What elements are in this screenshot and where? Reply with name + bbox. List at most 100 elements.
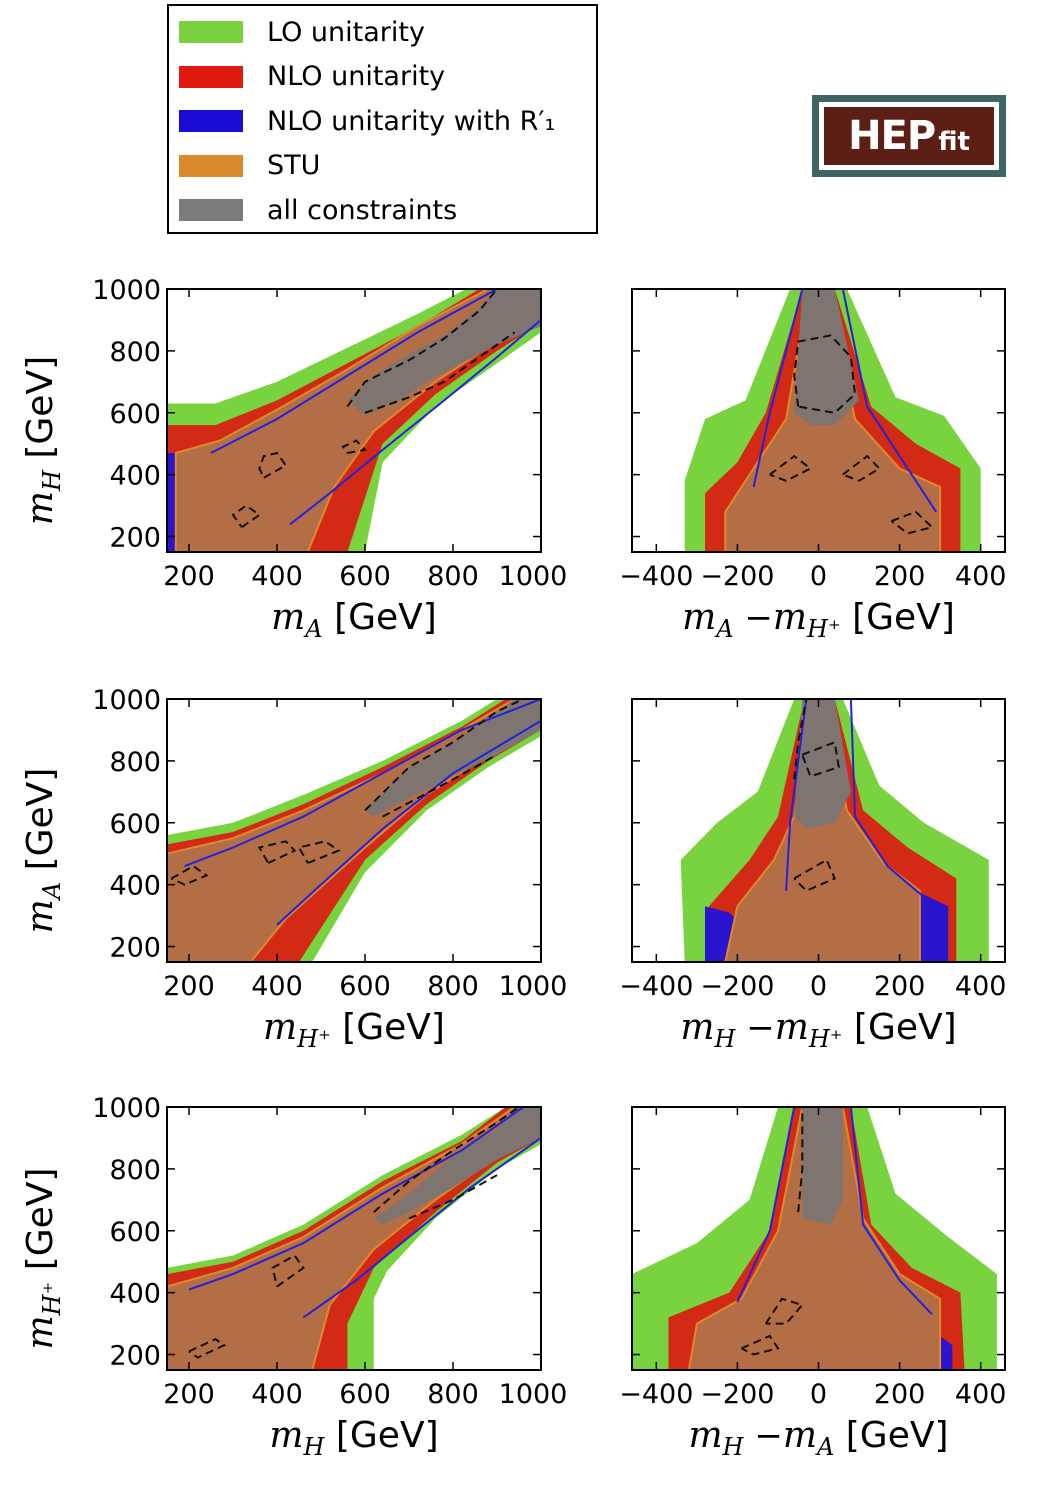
panel-p21: 200 400 600 800 1000 200 400 600 800 1000 mH⁺ [GeV… (20, 685, 567, 1053)
all-constraints-contour (890, 510, 935, 535)
all-constraints-contour (764, 1297, 805, 1325)
y-axis-label: mH⁺ [GeV] (20, 1168, 66, 1350)
all-constraints-contour (373, 1107, 520, 1213)
x-tick-label: 0 (810, 971, 827, 1002)
all-constraints-region (365, 699, 541, 817)
nlo-r-boundary-line (184, 699, 541, 868)
y-tick-label: 600 (109, 809, 161, 840)
all-constraints-region (794, 289, 859, 426)
x-tick-label: 200 (163, 971, 215, 1002)
nlo-r-boundary-line (849, 699, 925, 898)
all-constraints-contour (271, 1254, 305, 1288)
x-axis-label: mA −mH⁺ [GeV] (682, 597, 955, 643)
all-constraints-contour (793, 699, 808, 780)
all-constraints-contour (801, 740, 840, 778)
all-constraints-region (802, 1107, 843, 1225)
x-tick-label: 200 (874, 971, 926, 1002)
hepfit-logo-frame: HEP fit (819, 102, 999, 170)
y-tick-label: 200 (109, 523, 161, 554)
legend-swatch (179, 21, 243, 43)
nlo-r-boundary-line (276, 719, 541, 926)
x-tick-label: 600 (339, 561, 391, 592)
x-tick-label: 200 (163, 561, 215, 592)
y-tick-label: 800 (109, 747, 161, 778)
nlo-r-boundary-line (841, 289, 937, 513)
legend-entry: STU (179, 146, 320, 186)
plot-frame (166, 288, 542, 553)
nlo-r-boundary-line (785, 699, 808, 891)
legend-swatch (179, 154, 243, 177)
x-axis-label: mH −mA [GeV] (688, 1415, 948, 1461)
x-axis-label: mH⁺ [GeV] (263, 1007, 445, 1053)
x-axis-label: mA [GeV] (271, 597, 437, 643)
stu-region (687, 1107, 942, 1370)
all-constraints-contour (741, 1334, 780, 1356)
panel-p31: 200 400 600 800 1000 200 400 600 800 1000 mH [GeV]… (20, 1093, 567, 1461)
hepfit-logo-main: HEP (848, 113, 936, 159)
x-tick-label: 800 (427, 1379, 479, 1410)
all-constraints-contour (793, 334, 857, 414)
x-tick-label: 400 (955, 561, 1007, 592)
y-tick-label: 1000 (92, 275, 161, 306)
all-constraints-contour (258, 451, 288, 479)
x-tick-label: 400 (955, 971, 1007, 1002)
plot-frame (166, 698, 542, 963)
legend-swatch (179, 199, 243, 221)
nlo-r-boundary-line (736, 1107, 796, 1303)
nlo-r-boundary-line (289, 319, 541, 525)
all-constraints-contour (769, 454, 813, 482)
all-constraints-contour (188, 1337, 227, 1359)
x-tick-label: −200 (700, 1379, 774, 1410)
all-constraints-contour (346, 289, 498, 408)
legend-label: all constraints (267, 194, 458, 226)
all-constraints-contour (257, 840, 297, 864)
x-tick-label: −200 (700, 971, 774, 1002)
x-tick-label: −200 (700, 561, 774, 592)
y-tick-label: 600 (109, 1217, 161, 1248)
x-tick-label: 200 (163, 1379, 215, 1410)
hepfit-logo-sub: fit (938, 127, 970, 157)
x-tick-label: 400 (251, 561, 303, 592)
panel-p11: 200 400 600 800 1000 200 400 600 800 1000 mA [GeV]… (20, 275, 567, 643)
x-tick-label: 400 (251, 1379, 303, 1410)
y-axis-label: mH [GeV] (20, 356, 66, 525)
y-tick-label: 200 (109, 933, 161, 964)
legend-entry: all constraints (179, 190, 457, 230)
all-constraints-contour (793, 858, 837, 892)
all-constraints-contour (797, 1107, 804, 1213)
all-constraints-region (794, 699, 851, 829)
nlo-r-boundary-line (210, 289, 498, 454)
x-tick-label: 600 (339, 971, 391, 1002)
y-tick-label: 1000 (92, 685, 161, 716)
plot-area (632, 1107, 997, 1370)
plot-frame (166, 1106, 542, 1371)
nlo-r-boundary-line (188, 1107, 524, 1291)
x-tick-label: −400 (619, 561, 693, 592)
all-constraints-contour (364, 331, 516, 414)
x-tick-label: 600 (339, 1379, 391, 1410)
y-tick-label: 400 (109, 461, 161, 492)
all-constraints-contour (382, 753, 498, 818)
all-constraints-contour (341, 439, 368, 454)
hepfit-logo-plate: HEP fit (824, 107, 994, 165)
plot-area (167, 699, 541, 962)
x-tick-label: 1000 (499, 561, 568, 592)
x-tick-label: 1000 (499, 1379, 568, 1410)
plot-area (167, 289, 541, 552)
y-tick-label: 800 (109, 337, 161, 368)
all-constraints-contour (170, 864, 209, 886)
nlo-r-boundary-line (849, 1107, 933, 1315)
legend: LO unitarity NLO unitarity NLO unitarity w… (167, 4, 598, 234)
x-tick-label: −400 (619, 1379, 693, 1410)
x-tick-label: 200 (874, 1379, 926, 1410)
x-tick-label: 800 (427, 561, 479, 592)
panel-p22: −400 −200 0 200 400 mH −mH⁺ [GeV] (619, 698, 1007, 1053)
x-tick-label: −400 (619, 971, 693, 1002)
all-constraints-contour (842, 454, 881, 482)
y-tick-label: 600 (109, 399, 161, 430)
y-tick-label: 200 (109, 1341, 161, 1372)
legend-label: STU (267, 150, 321, 181)
